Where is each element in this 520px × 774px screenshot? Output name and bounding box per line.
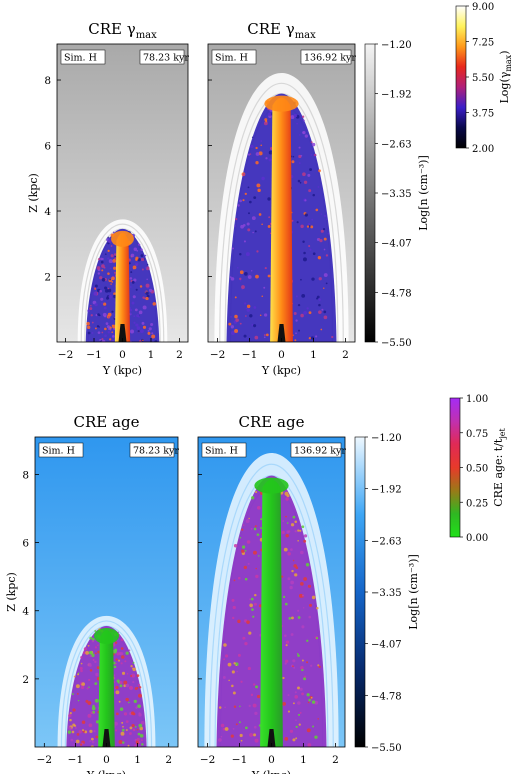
- quantity-colorbar-tick: 7.25: [472, 38, 494, 49]
- density-colorbar-tick: −3.35: [381, 189, 412, 200]
- x-tick-label: 1: [310, 349, 317, 361]
- time-label: 78.23 kyr: [129, 442, 179, 458]
- x-axis-label: Y (kpc): [261, 364, 301, 377]
- jet-nozzle: [118, 324, 127, 342]
- quantity-colorbar: [455, 5, 467, 149]
- density-colorbar-tick: −3.35: [371, 588, 402, 599]
- quantity-colorbar-tick: 5.50: [472, 73, 494, 84]
- density-colorbar-tick: −1.92: [371, 485, 402, 496]
- panel-title: CRE age: [74, 413, 140, 431]
- sim-label: Sim. H: [211, 49, 257, 65]
- density-colorbar-tick: −4.07: [371, 640, 402, 651]
- x-tick-label: 0: [268, 754, 275, 766]
- density-colorbar-tick: −2.63: [371, 536, 402, 547]
- y-tick-label: 8: [22, 469, 29, 481]
- y-tick-label: 2: [22, 674, 29, 686]
- y-tick-label: 2: [44, 272, 51, 284]
- time-label-text: 136.92 kyr: [304, 53, 356, 64]
- density-colorbar-tick: −5.50: [371, 743, 402, 754]
- time-label-text: 78.23 kyr: [143, 53, 189, 64]
- quantity-colorbar-tick: 0.50: [466, 464, 488, 475]
- density-colorbar-tick: −4.78: [381, 288, 412, 299]
- jet-nozzle: [267, 729, 276, 747]
- panel-title: CRE γmax: [88, 20, 157, 41]
- density-colorbar: [354, 436, 366, 748]
- sim-label-text: Sim. H: [42, 446, 75, 457]
- x-tick-label: 0: [119, 349, 126, 361]
- y-tick-label: 4: [44, 206, 51, 218]
- density-colorbar-label: Log[n (cm⁻³)]: [417, 155, 430, 231]
- x-tick-label: 1: [148, 349, 155, 361]
- time-label: 136.92 kyr: [300, 49, 356, 65]
- quantity-colorbar-tick: 2.00: [472, 144, 494, 155]
- y-axis-label: Z (kpc): [5, 572, 18, 612]
- quantity-colorbar-tick: 9.00: [472, 2, 494, 13]
- sim-label-text: Sim. H: [205, 446, 238, 457]
- quantity-colorbar-tick: 3.75: [472, 109, 494, 120]
- quantity-colorbar-tick: 0.00: [466, 533, 488, 544]
- density-colorbar-tick: −1.20: [371, 433, 402, 444]
- density-colorbar-tick: −4.78: [371, 691, 402, 702]
- x-tick-label: 2: [165, 754, 172, 766]
- quantity-colorbar-label: Log(γmax): [498, 50, 513, 103]
- jet-core: [270, 97, 293, 342]
- x-tick-label: −1: [68, 754, 83, 766]
- quantity-colorbar-tick: 0.75: [466, 429, 488, 440]
- x-tick-label: −1: [86, 349, 101, 361]
- x-tick-label: 0: [103, 754, 110, 766]
- time-label-text: 78.23 kyr: [133, 446, 179, 457]
- panel-title: CRE γmax: [247, 20, 316, 41]
- density-colorbar-tick: −4.07: [381, 239, 412, 250]
- x-tick-label: 0: [278, 349, 285, 361]
- jet-core: [114, 232, 131, 342]
- y-tick-label: 8: [44, 75, 51, 87]
- x-tick-label: −2: [58, 349, 73, 361]
- sim-label-text: Sim. H: [215, 53, 248, 64]
- panel-1-0: Sim. H 78.23 kyr: [34, 436, 179, 748]
- x-tick-label: 1: [300, 754, 307, 766]
- quantity-colorbar-tick: 0.25: [466, 498, 488, 509]
- x-tick-label: −2: [37, 754, 52, 766]
- sim-label: Sim. H: [38, 442, 84, 458]
- x-tick-label: −2: [210, 349, 225, 361]
- sim-label-text: Sim. H: [64, 53, 97, 64]
- y-tick-label: 6: [22, 538, 29, 550]
- x-tick-label: −1: [242, 349, 257, 361]
- y-axis-label: Z (kpc): [27, 173, 40, 213]
- quantity-colorbar-label: CRE age: t/tjet: [492, 427, 507, 506]
- x-axis-label: Y (kpc): [102, 364, 142, 377]
- y-tick-label: 6: [44, 141, 51, 153]
- quantity-colorbar: [449, 397, 461, 538]
- quantity-colorbar-tick: 1.00: [466, 394, 488, 405]
- jet-nozzle: [277, 324, 286, 342]
- x-tick-label: −2: [200, 754, 215, 766]
- x-tick-label: 2: [332, 754, 339, 766]
- x-tick-label: 2: [176, 349, 183, 361]
- density-colorbar-label: Log[n (cm⁻³)]: [407, 554, 420, 630]
- x-tick-label: −1: [232, 754, 247, 766]
- density-colorbar-tick: −5.50: [381, 338, 412, 349]
- time-label-text: 136.92 kyr: [294, 446, 346, 457]
- sim-label: Sim. H: [60, 49, 106, 65]
- time-label: 78.23 kyr: [139, 49, 189, 65]
- time-label: 136.92 kyr: [290, 442, 346, 458]
- jet-nozzle: [102, 729, 111, 747]
- x-axis-label: Y (kpc): [251, 769, 291, 774]
- panel-1-1: Sim. H 136.92 kyr: [197, 436, 346, 748]
- jet-core: [98, 629, 115, 747]
- jet-core: [260, 479, 283, 747]
- density-colorbar-tick: −2.63: [381, 139, 412, 150]
- density-colorbar-tick: −1.92: [381, 90, 412, 101]
- sim-label: Sim. H: [201, 442, 247, 458]
- panel-0-0: Sim. H 78.23 kyr: [56, 43, 189, 343]
- x-axis-label: Y (kpc): [86, 769, 126, 774]
- x-tick-label: 2: [342, 349, 349, 361]
- panel-0-1: Sim. H 136.92 kyr: [207, 43, 356, 343]
- density-colorbar: [364, 43, 376, 343]
- x-tick-label: 1: [134, 754, 141, 766]
- panel-title: CRE age: [239, 413, 305, 431]
- y-tick-label: 4: [22, 606, 29, 618]
- density-colorbar-tick: −1.20: [381, 40, 412, 51]
